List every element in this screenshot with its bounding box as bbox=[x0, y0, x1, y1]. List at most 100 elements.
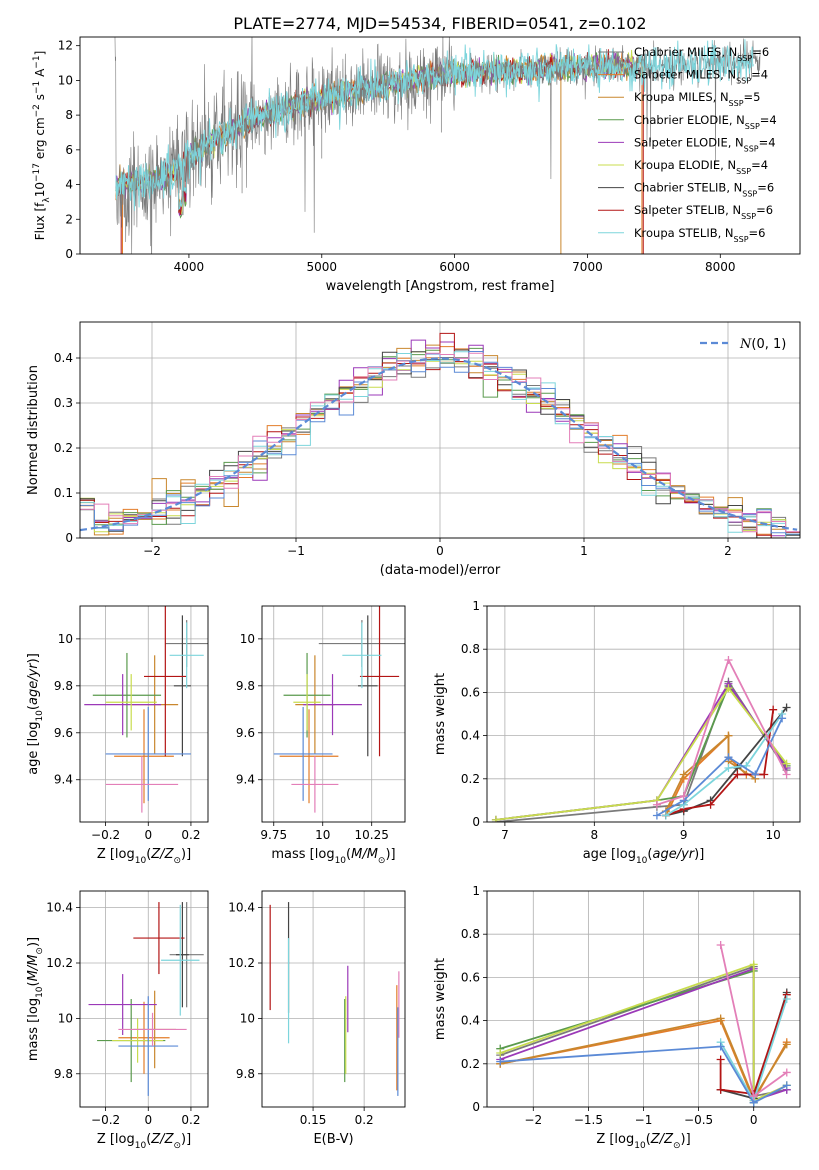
y-tick-label: 0.6 bbox=[461, 970, 480, 984]
x-label-part: ⊙ bbox=[173, 856, 181, 866]
residuals-x-label: (data-model)/error bbox=[380, 563, 501, 578]
x-tick-label: −1.5 bbox=[574, 1113, 603, 1127]
legend-label-main: Salpeter STELIB, N bbox=[634, 203, 741, 217]
x-tick-label: 10 bbox=[766, 828, 781, 842]
weight-marker bbox=[749, 1092, 758, 1101]
weight-vs-age-x-label: age [log10(age/yr)] bbox=[583, 847, 705, 866]
histogram-series bbox=[80, 352, 800, 533]
age-vs-mass-plot-area bbox=[273, 606, 405, 813]
weight-marker bbox=[782, 759, 791, 768]
x-tick-label: 4000 bbox=[174, 260, 205, 274]
spectrum-y-label: Flux [fλ10−17 erg cm−2 s−1 A−1] bbox=[32, 51, 52, 241]
y-label-part: −1 bbox=[32, 81, 42, 94]
y-tick-label: 0.8 bbox=[461, 642, 480, 656]
x-tick-label: 7 bbox=[501, 828, 509, 842]
legend-label-tail: =4 bbox=[751, 68, 768, 82]
y-tick-label: 8 bbox=[65, 108, 73, 122]
weight-vs-age-frame bbox=[486, 605, 801, 823]
weight-marker bbox=[782, 1068, 791, 1077]
y-label-part: age [log bbox=[26, 722, 41, 775]
y-label-part: mass weight bbox=[433, 958, 448, 1040]
legend-label-tail: =5 bbox=[744, 90, 761, 104]
y-label-part: λ bbox=[42, 197, 52, 203]
y-tick-label: 0.4 bbox=[461, 729, 480, 743]
age-vs-z-frame bbox=[79, 605, 209, 823]
y-label-part: )] bbox=[26, 937, 41, 947]
x-label-part: ( bbox=[647, 847, 652, 862]
x-tick-label: −2 bbox=[143, 544, 161, 558]
age-vs-z-plot-area bbox=[84, 606, 208, 813]
x-tick-label: −0.5 bbox=[684, 1113, 713, 1127]
x-label-part: (data-model)/error bbox=[380, 563, 501, 578]
weight-marker bbox=[491, 815, 500, 822]
weight-line bbox=[495, 682, 788, 821]
legend-label-sub: SSP bbox=[744, 144, 759, 153]
y-tick-label: 0.2 bbox=[461, 772, 480, 786]
y-tick-label: 10.2 bbox=[228, 956, 255, 970]
legend-label: N(0, 1) bbox=[739, 337, 786, 352]
y-tick-label: 6 bbox=[65, 143, 73, 157]
legend-label-tail: =6 bbox=[752, 45, 769, 59]
y-tick-label: 0.4 bbox=[461, 1014, 480, 1028]
legend-label-sub: SSP bbox=[741, 212, 756, 221]
histogram-series bbox=[80, 332, 800, 538]
weight-marker bbox=[778, 714, 787, 723]
y-label-part: Normed distribution bbox=[26, 365, 41, 495]
weight-marker bbox=[724, 684, 733, 693]
legend-label-main: Kroupa MILES, N bbox=[634, 90, 729, 104]
weight-marker bbox=[724, 764, 733, 772]
legend-label: Kroupa STELIB, NSSP=6 bbox=[634, 226, 765, 244]
residuals-y-label: Normed distribution bbox=[26, 365, 41, 495]
y-label-part: −2 bbox=[32, 104, 42, 117]
legend-label-main: Kroupa ELODIE, N bbox=[634, 158, 736, 172]
legend-label: Salpeter ELODIE, NSSP=4 bbox=[634, 135, 776, 153]
legend-label-main: Kroupa STELIB, N bbox=[634, 226, 734, 240]
legend-label: Kroupa ELODIE, NSSP=4 bbox=[634, 158, 768, 176]
y-tick-label: 0.4 bbox=[54, 351, 73, 365]
x-label-part: ( bbox=[346, 847, 351, 862]
x-tick-label: 0.2 bbox=[181, 1113, 200, 1127]
y-tick-label: 9.6 bbox=[54, 726, 73, 740]
weight-vs-z-x-label: Z [log10(Z/Z⊙)] bbox=[596, 1132, 690, 1151]
weight-marker bbox=[724, 753, 733, 762]
weight-marker bbox=[760, 770, 769, 779]
y-label-part: M/M bbox=[26, 955, 41, 982]
mass-vs-ebv-axes: 0.15 0.2 9.8 10 10.2 10.4 bbox=[228, 891, 405, 1127]
y-label-part: Flux [f bbox=[33, 202, 47, 240]
y-tick-label: 10 bbox=[58, 632, 73, 646]
weight-marker bbox=[716, 941, 725, 949]
y-label-part: 10 bbox=[35, 986, 45, 998]
legend-label-main: Chabrier ELODIE, N bbox=[634, 113, 745, 127]
y-tick-label: 9.8 bbox=[236, 1067, 255, 1081]
y-tick-label: 0 bbox=[65, 531, 73, 545]
y-label-part: ( bbox=[26, 981, 41, 986]
legend-label-tail: =4 bbox=[751, 158, 768, 172]
x-label-part: Z [log bbox=[596, 1132, 634, 1147]
y-tick-label: 10 bbox=[240, 1011, 255, 1025]
weight-marker bbox=[782, 1081, 791, 1090]
x-tick-label: 7000 bbox=[572, 260, 603, 274]
x-label-part: )] bbox=[181, 1132, 191, 1147]
weight-marker bbox=[733, 770, 742, 779]
age-vs-z-x-label: Z [log10(Z/Z⊙)] bbox=[97, 847, 191, 866]
x-label-part: mass [log bbox=[271, 847, 334, 862]
y-label-part: 10 bbox=[33, 182, 47, 197]
x-tick-label: 10 bbox=[315, 828, 330, 842]
legend-label-main: Salpeter ELODIE, N bbox=[634, 135, 744, 149]
mass-vs-ebv-x-label: E(B-V) bbox=[313, 1132, 353, 1147]
mass-vs-z-x-label: Z [log10(Z/Z⊙)] bbox=[97, 1132, 191, 1151]
legend-label-sub: SSP bbox=[745, 121, 760, 130]
legend-label-sub: SSP bbox=[729, 99, 744, 108]
weight-vs-z-frame bbox=[486, 890, 801, 1108]
x-tick-label: 0.15 bbox=[300, 1113, 327, 1127]
x-label-part: 10 bbox=[135, 856, 147, 866]
y-label-part: A bbox=[33, 68, 47, 81]
legend-label-main: Chabrier MILES, N bbox=[634, 45, 737, 59]
y-tick-label: 9.6 bbox=[236, 726, 255, 740]
figure-title: PLATE=2774, MJD=54534, FIBERID=0541, z=0… bbox=[233, 14, 646, 33]
y-tick-label: 10 bbox=[58, 1011, 73, 1025]
weight-line bbox=[656, 657, 788, 806]
weight-vs-z-y-label: mass weight bbox=[433, 958, 448, 1040]
x-tick-label: −1 bbox=[287, 544, 305, 558]
